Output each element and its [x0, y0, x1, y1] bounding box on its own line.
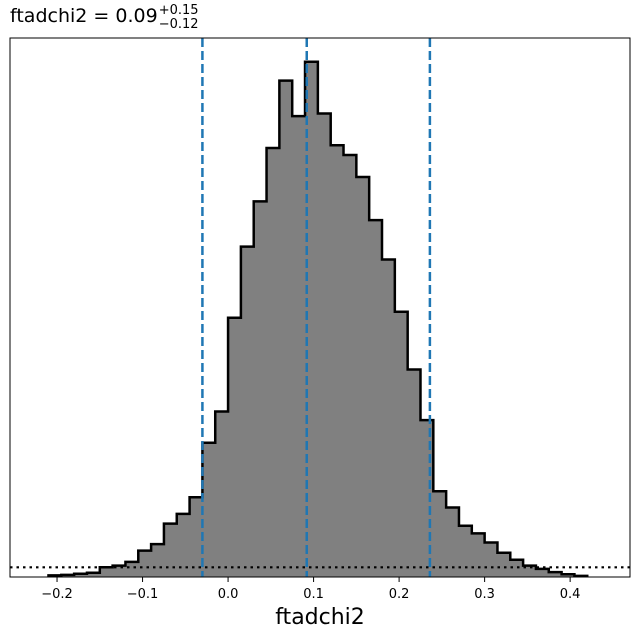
plot-frame [9, 37, 631, 578]
histogram-bar [420, 420, 434, 577]
histogram-bar [484, 542, 498, 577]
histogram-bar [535, 568, 550, 577]
quantile-lines [201, 38, 432, 577]
histogram-bar [343, 154, 357, 577]
histogram-bar [240, 246, 255, 577]
x-tick-label: 0.4 [560, 587, 581, 602]
title-upper-error: +0.15 [159, 3, 199, 18]
histogram-bar [356, 177, 370, 577]
histogram-outline [47, 60, 589, 578]
histogram-bar [510, 559, 524, 577]
histogram-bar [189, 497, 203, 577]
histogram-bar [471, 533, 486, 577]
histogram-bar [548, 572, 563, 577]
histogram-bar [138, 550, 152, 577]
title-param: ftadchi2 [10, 5, 87, 27]
histogram-bar [407, 369, 421, 577]
histogram-bar [99, 567, 114, 577]
histogram-bar [369, 220, 383, 577]
title-lower-error: −0.12 [159, 17, 199, 32]
x-tick-label: 0.3 [474, 587, 495, 602]
histogram-bar [279, 80, 293, 578]
histogram-bar [112, 565, 126, 577]
x-axis-ticks: −0.2 −0.1 0.0 0.1 0.2 0.3 0.4 [41, 577, 580, 602]
histogram-bar [330, 145, 345, 578]
histogram-bar [86, 572, 101, 577]
x-tick-label: −0.1 [127, 587, 159, 602]
histogram-bar [202, 442, 216, 577]
histogram-bar [125, 561, 139, 577]
histogram-bars [48, 61, 588, 578]
chart-title: ftadchi2 = 0.09 +0.15 −0.12 [10, 3, 199, 32]
x-tick-label: 0.1 [303, 587, 324, 602]
histogram-bar [458, 525, 473, 577]
histogram-bar [74, 573, 88, 577]
histogram-bar [394, 311, 409, 577]
histogram-bar [253, 201, 268, 577]
histogram-bar [266, 147, 280, 577]
histogram-bar [163, 523, 178, 577]
histogram-bar [305, 61, 319, 577]
histogram-bar [433, 491, 447, 577]
svg-text:ftadchi2 = 0.09: ftadchi2 = 0.09 [10, 5, 158, 27]
histogram-bar [497, 552, 511, 577]
histogram-bar [292, 116, 306, 577]
x-tick-label: −0.2 [41, 587, 73, 602]
histogram-bar [317, 113, 332, 578]
histogram-bar [215, 411, 229, 577]
histogram-bar [561, 574, 575, 577]
histogram-bar [523, 565, 537, 577]
x-tick-label: 0.0 [218, 587, 239, 602]
histogram-bar [382, 259, 396, 577]
histogram-bar [176, 513, 191, 577]
histogram-bar [446, 507, 460, 577]
histogram-bar [228, 317, 242, 577]
histogram-bar [151, 544, 165, 577]
x-tick-label: 0.2 [389, 587, 410, 602]
x-axis-label: ftadchi2 [275, 605, 365, 630]
title-equals: = [87, 5, 115, 27]
title-median: 0.09 [115, 5, 157, 27]
